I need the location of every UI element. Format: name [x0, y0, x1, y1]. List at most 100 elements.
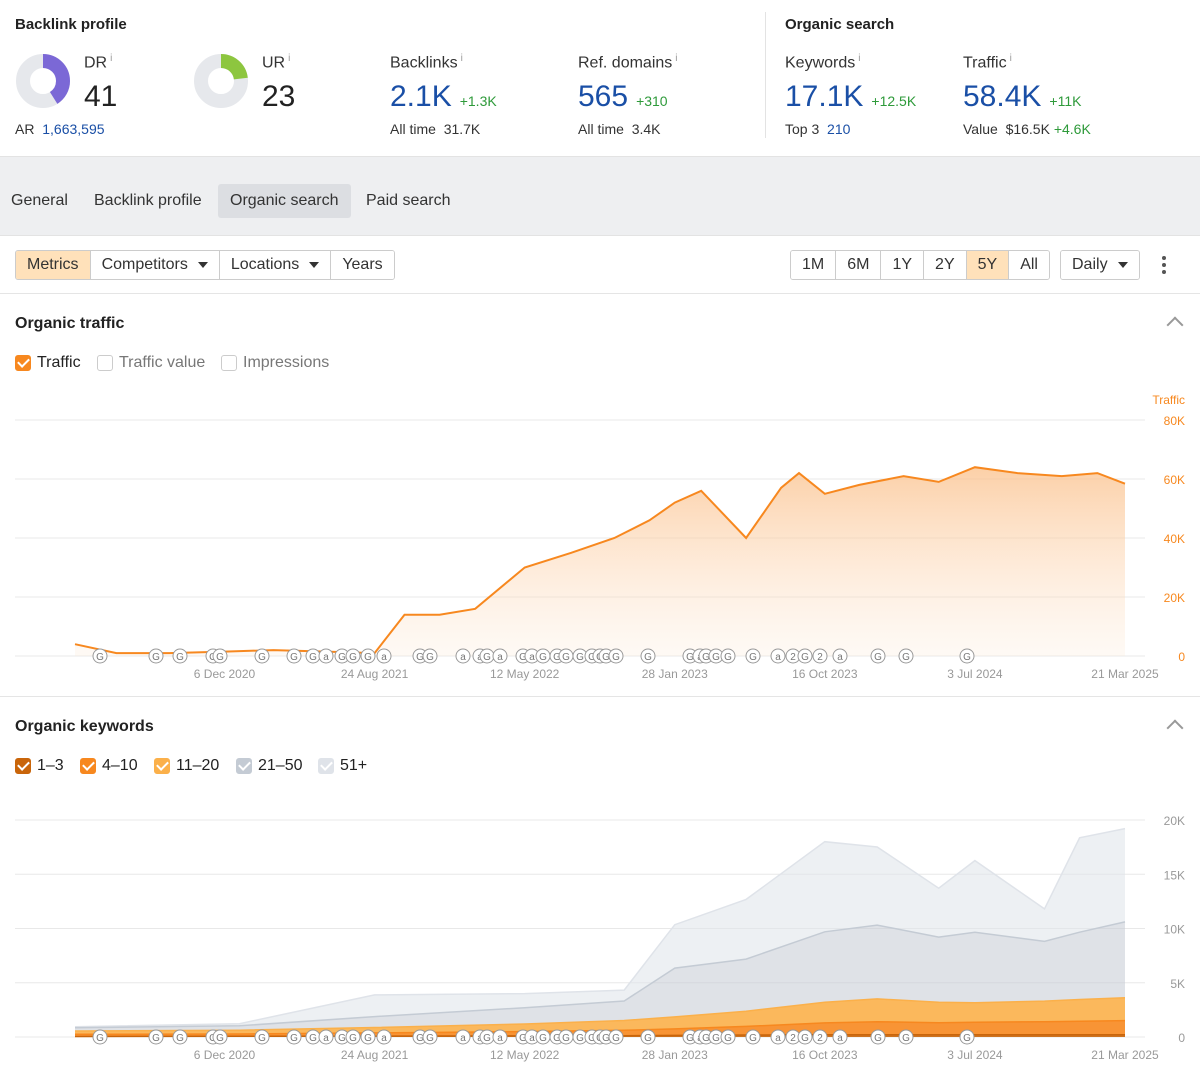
collapse-chevron-icon[interactable] [1166, 719, 1184, 737]
ref-domains-value[interactable]: 565 [578, 80, 629, 113]
collapse-chevron-icon[interactable] [1166, 316, 1184, 334]
algorithm-update-marker[interactable]: G [608, 648, 624, 664]
algorithm-update-marker[interactable]: G [345, 1029, 361, 1045]
algorithm-update-marker[interactable]: G [305, 648, 321, 664]
ar-value[interactable]: 1,663,595 [42, 121, 105, 137]
algorithm-update-marker[interactable]: G [254, 648, 270, 664]
algorithm-update-marker[interactable]: G [479, 1029, 495, 1045]
algorithm-update-marker[interactable]: G [745, 648, 761, 664]
algorithm-update-marker[interactable]: G [360, 648, 376, 664]
algorithm-update-marker[interactable]: G [422, 648, 438, 664]
period-1m[interactable]: 1M [791, 251, 837, 279]
algorithm-update-marker[interactable]: G [558, 648, 574, 664]
algorithm-update-marker[interactable]: G [558, 1029, 574, 1045]
algorithm-update-marker[interactable]: G [172, 1029, 188, 1045]
years-button[interactable]: Years [331, 251, 394, 279]
svg-text:G: G [152, 1033, 160, 1044]
algorithm-update-marker[interactable]: G [898, 648, 914, 664]
algorithm-update-marker[interactable]: a [318, 1029, 334, 1045]
algorithm-update-marker[interactable]: G [797, 1029, 813, 1045]
algorithm-update-marker[interactable]: G [720, 648, 736, 664]
algorithm-update-marker[interactable]: a [770, 648, 786, 664]
algorithm-update-marker[interactable]: G [92, 1029, 108, 1045]
algorithm-update-marker[interactable]: G [535, 648, 551, 664]
interval-dropdown[interactable]: Daily [1060, 250, 1140, 280]
algorithm-update-marker[interactable]: 2 [812, 648, 828, 664]
tab-general[interactable]: General [11, 192, 68, 209]
algorithm-update-marker[interactable]: G [870, 1029, 886, 1045]
algorithm-update-marker[interactable]: G [212, 1029, 228, 1045]
algorithm-update-marker[interactable]: a [455, 1029, 471, 1045]
algorithm-update-marker[interactable]: G [422, 1029, 438, 1045]
period-all[interactable]: All [1009, 251, 1049, 279]
kw-51-plus-checkbox[interactable]: 51+ [318, 757, 367, 775]
algorithm-update-marker[interactable]: G [286, 648, 302, 664]
info-icon[interactable]: i [675, 53, 678, 64]
algorithm-update-marker[interactable]: G [745, 1029, 761, 1045]
info-icon[interactable]: i [288, 53, 291, 64]
keywords-value[interactable]: 17.1K [785, 80, 864, 113]
info-icon[interactable]: i [858, 53, 861, 64]
algorithm-update-marker[interactable]: a [376, 648, 392, 664]
algorithm-update-marker[interactable]: a [770, 1029, 786, 1045]
tab-paid-search[interactable]: Paid search [366, 192, 451, 209]
period-2y[interactable]: 2Y [924, 251, 967, 279]
info-icon[interactable]: i [110, 53, 113, 64]
algorithm-update-marker[interactable]: a [832, 648, 848, 664]
algorithm-update-marker[interactable]: G [608, 1029, 624, 1045]
algorithm-update-marker[interactable]: G [640, 1029, 656, 1045]
algorithm-update-marker[interactable]: G [305, 1029, 321, 1045]
period-1y[interactable]: 1Y [881, 251, 925, 279]
algorithm-update-marker[interactable]: a [492, 1029, 508, 1045]
algorithm-update-marker[interactable]: a [832, 1029, 848, 1045]
algorithm-update-marker[interactable]: G [870, 648, 886, 664]
traffic-value[interactable]: 58.4K [963, 80, 1042, 113]
kw-21-50-checkbox[interactable]: 21–50 [236, 757, 303, 775]
algorithm-update-marker[interactable]: 2 [785, 1029, 801, 1045]
algorithm-update-marker[interactable]: G [959, 1029, 975, 1045]
kw-4-10-checkbox[interactable]: 4–10 [80, 757, 138, 775]
algorithm-update-marker[interactable]: a [492, 648, 508, 664]
info-icon[interactable]: i [1009, 53, 1012, 64]
algorithm-update-marker[interactable]: G [254, 1029, 270, 1045]
tab-organic-search[interactable]: Organic search [218, 184, 351, 218]
kw-11-20-checkbox[interactable]: 11–20 [154, 757, 219, 775]
metrics-button[interactable]: Metrics [16, 251, 91, 279]
kw-1-3-checkbox[interactable]: 1–3 [15, 757, 64, 775]
algorithm-update-marker[interactable]: G [708, 648, 724, 664]
algorithm-update-marker[interactable]: G [479, 648, 495, 664]
tab-backlink-profile[interactable]: Backlink profile [94, 192, 202, 209]
info-icon[interactable]: i [460, 53, 463, 64]
algorithm-update-marker[interactable]: G [92, 648, 108, 664]
algorithm-update-marker[interactable]: G [345, 648, 361, 664]
ur-value: 23 [262, 80, 296, 113]
algorithm-update-marker[interactable]: G [720, 1029, 736, 1045]
algorithm-update-marker[interactable]: G [572, 648, 588, 664]
more-options-icon[interactable] [1158, 255, 1170, 275]
algorithm-update-marker[interactable]: G [172, 648, 188, 664]
traffic-checkbox[interactable]: Traffic [15, 354, 81, 372]
algorithm-update-marker[interactable]: G [148, 648, 164, 664]
algorithm-update-marker[interactable]: a [318, 648, 334, 664]
locations-dropdown[interactable]: Locations [219, 251, 332, 279]
backlinks-value[interactable]: 2.1K [390, 80, 452, 113]
traffic-value-checkbox[interactable]: Traffic value [97, 354, 205, 372]
algorithm-update-marker[interactable]: G [286, 1029, 302, 1045]
algorithm-update-marker[interactable]: 2 [785, 648, 801, 664]
impressions-checkbox[interactable]: Impressions [221, 354, 329, 372]
algorithm-update-marker[interactable]: G [535, 1029, 551, 1045]
algorithm-update-marker[interactable]: G [640, 648, 656, 664]
algorithm-update-marker[interactable]: G [797, 648, 813, 664]
algorithm-update-marker[interactable]: G [959, 648, 975, 664]
period-6m[interactable]: 6M [836, 251, 882, 279]
algorithm-update-marker[interactable]: G [898, 1029, 914, 1045]
algorithm-update-marker[interactable]: G [148, 1029, 164, 1045]
period-5y[interactable]: 5Y [966, 251, 1010, 279]
algorithm-update-marker[interactable]: a [376, 1029, 392, 1045]
competitors-dropdown[interactable]: Competitors [90, 251, 220, 279]
algorithm-update-marker[interactable]: 2 [812, 1029, 828, 1045]
algorithm-update-marker[interactable]: a [455, 648, 471, 664]
algorithm-update-marker[interactable]: G [360, 1029, 376, 1045]
svg-text:G: G [749, 1033, 757, 1044]
algorithm-update-marker[interactable]: G [212, 648, 228, 664]
